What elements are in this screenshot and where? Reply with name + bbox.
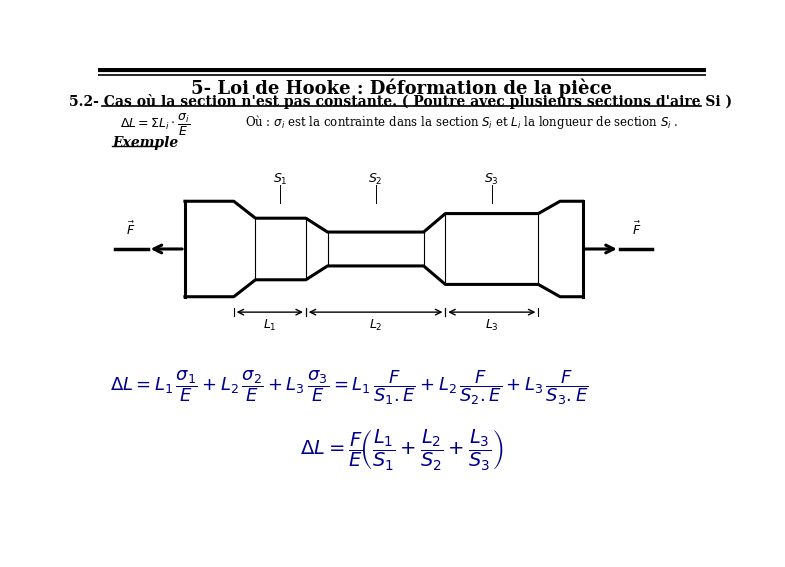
Text: 5- Loi de Hooke : Déformation de la pièce: 5- Loi de Hooke : Déformation de la pièc… xyxy=(192,79,612,98)
Text: $S_2$: $S_2$ xyxy=(368,172,383,187)
Text: $S_1$: $S_1$ xyxy=(273,172,287,187)
Text: Exemple: Exemple xyxy=(112,136,178,150)
Text: $L_3$: $L_3$ xyxy=(485,318,498,333)
Text: 5.2- Cas où la section n'est pas constante. ( Poutre avec plusieurs sections d'a: 5.2- Cas où la section n'est pas constan… xyxy=(69,94,732,109)
Text: $L_1$: $L_1$ xyxy=(263,318,276,333)
Text: $S_3$: $S_3$ xyxy=(484,172,499,187)
Text: $\Delta L = \Sigma L_i \cdot \dfrac{\sigma_i}{E}$: $\Delta L = \Sigma L_i \cdot \dfrac{\sig… xyxy=(120,112,190,138)
Text: $\Delta L = \dfrac{F}{E}\!\left(\dfrac{L_1}{S_1} + \dfrac{L_2}{S_2} + \dfrac{L_3: $\Delta L = \dfrac{F}{E}\!\left(\dfrac{L… xyxy=(300,427,504,472)
Text: $\vec{F}$: $\vec{F}$ xyxy=(126,221,135,238)
Text: $\Delta L = L_1\,\dfrac{\sigma_1}{E} + L_2\,\dfrac{\sigma_2}{E} + L_3\,\dfrac{\s: $\Delta L = L_1\,\dfrac{\sigma_1}{E} + L… xyxy=(110,369,588,407)
Text: $\vec{F}$: $\vec{F}$ xyxy=(632,221,641,238)
Text: Où : $\sigma_i$ est la contrainte dans la section $S_i$ et $L_i$ la longueur de : Où : $\sigma_i$ est la contrainte dans l… xyxy=(246,113,679,131)
Text: $L_2$: $L_2$ xyxy=(369,318,382,333)
